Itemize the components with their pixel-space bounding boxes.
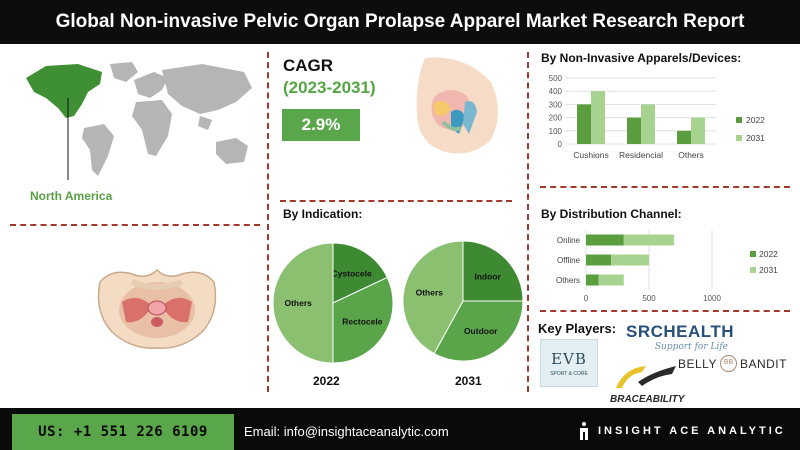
src-health-logo-text: SRCHEALTH: [626, 322, 735, 341]
bar-others-2022: [586, 274, 599, 286]
insightace-logo-icon: [580, 422, 588, 440]
world-map: [26, 62, 252, 180]
key-players-title: Key Players:: [538, 321, 617, 336]
pie-label-rectocele: Rectocele: [342, 317, 382, 327]
belly-bandit-emblem-icon: BB: [719, 355, 737, 372]
x-tick-label: Residencial: [619, 150, 663, 160]
devices-chart-title: By Non-Invasive Apparels/Devices:: [541, 51, 742, 65]
evb-logo-sub: SPORT & CORE: [550, 370, 588, 377]
evb-logo: EVB SPORT & CORE: [540, 339, 598, 387]
bar-online-2022: [586, 234, 624, 246]
legend-swatch-2031: [750, 267, 756, 273]
report-title: Global Non-invasive Pelvic Organ Prolaps…: [55, 11, 745, 32]
brand-name: INSIGHT ACE ANALYTIC: [598, 425, 786, 437]
bar-cushions-2031: [591, 91, 605, 144]
cagr-title: CAGR: [283, 56, 334, 75]
organ-illustration: [416, 57, 498, 154]
pie-slice-outdoor: [433, 300, 524, 362]
cagr-value-box: 2.9%: [282, 109, 360, 141]
bar-others-2022: [677, 130, 691, 144]
divider-cagr: [280, 200, 512, 202]
pie-label-indoor: Indoor: [474, 271, 501, 281]
pie-label-others: Others: [416, 287, 444, 297]
pie-year-2022: 2022: [313, 374, 340, 388]
divider-map: [10, 224, 260, 226]
y-tick-label: 100: [549, 127, 563, 136]
x-tick-label: 500: [642, 294, 656, 303]
phone-number: US: +1 551 226 6109: [38, 424, 208, 440]
pie-slice-others: [402, 240, 464, 355]
pie-label-others: Others: [284, 298, 312, 308]
divider-bar: [540, 186, 790, 188]
x-tick-label: 0: [584, 294, 589, 303]
y-tick-label: Online: [557, 236, 581, 245]
region-label: North America: [30, 189, 113, 203]
legend-label-2022: 2022: [746, 115, 765, 125]
src-health-tagline: Support for Life: [654, 342, 728, 352]
pie-label-outdoor: Outdoor: [464, 326, 498, 336]
bar-residencial-2031: [641, 104, 655, 144]
y-tick-label: 500: [549, 74, 563, 83]
email-link[interactable]: Email: info@insightaceanalytic.com: [244, 424, 449, 439]
divider-right: [527, 52, 529, 392]
pie-year-2031: 2031: [455, 374, 482, 388]
belly-bandit-logo: BELLY BB BANDIT: [678, 355, 787, 372]
pie-slice-indoor: [462, 240, 524, 302]
indication-title: By Indication:: [283, 207, 363, 221]
divider-left: [267, 52, 269, 392]
bar-others-2031: [691, 117, 705, 144]
brand: INSIGHT ACE ANALYTIC: [578, 421, 786, 441]
pie-2022: Cystocele Rectocele Others: [272, 242, 394, 364]
braceability-mark-icon: [616, 366, 676, 388]
y-tick-label: 300: [549, 100, 563, 109]
pie-slice-cystocele: [332, 242, 388, 304]
belly-bandit-text-2: BANDIT: [739, 356, 787, 371]
bar-offline-2022: [586, 254, 612, 266]
divider-dist: [540, 310, 790, 312]
bar-others-2031: [598, 274, 624, 286]
cagr-period: (2023-2031): [283, 78, 376, 97]
y-tick-label: Offline: [557, 256, 581, 265]
pie-slice-rectocele: [332, 276, 394, 364]
bar-online-2031: [623, 234, 675, 246]
distribution-chart-title: By Distribution Channel:: [541, 207, 682, 221]
bar-offline-2031: [611, 254, 649, 266]
title-bar: Global Non-invasive Pelvic Organ Prolaps…: [0, 0, 800, 44]
devices-bar-chart: 0 100 200 300 400 500 Cushions Residencial Other…: [549, 74, 766, 160]
phone-box[interactable]: US: +1 551 226 6109: [12, 414, 234, 450]
src-health-logo: SRCHEALTH Support for Life: [626, 322, 734, 356]
legend-label-2031: 2031: [746, 133, 765, 143]
y-tick-label: Others: [556, 276, 580, 285]
belly-bandit-text-1: BELLY: [678, 356, 717, 371]
evb-logo-text: EVB: [551, 349, 587, 368]
pie-slice-others: [272, 242, 334, 364]
legend-label-2022: 2022: [759, 249, 778, 259]
y-tick-label: 400: [549, 87, 563, 96]
x-tick-label: 1000: [703, 294, 721, 303]
indication-pies: Cystocele Rectocele Others Indoor Outdoor Ot…: [272, 240, 524, 364]
pie-2031: Indoor Outdoor Others: [402, 240, 524, 362]
pie-label-cystocele: Cystocele: [332, 269, 372, 279]
legend-swatch-2022: [736, 117, 742, 123]
x-tick-label: Others: [678, 150, 704, 160]
bar-cushions-2022: [577, 104, 591, 144]
legend-swatch-2022: [750, 251, 756, 257]
pelvis-illustration: [97, 268, 217, 349]
cagr-value: 2.9%: [301, 115, 341, 134]
north-america-shape: [26, 64, 102, 118]
bar-residencial-2022: [627, 117, 641, 144]
y-tick-label: 200: [549, 114, 563, 123]
x-tick-label: Cushions: [573, 150, 608, 160]
legend-label-2031: 2031: [759, 265, 778, 275]
y-tick-label: 0: [558, 140, 563, 149]
legend-swatch-2031: [736, 135, 742, 141]
braceability-logo-text: BRACEABILITY: [610, 394, 685, 405]
distribution-bar-chart: 0 500 1000 Online Offline Others 2022 2031: [556, 230, 778, 303]
